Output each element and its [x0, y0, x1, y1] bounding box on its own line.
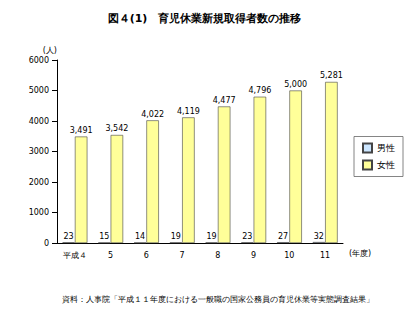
svg-text:32: 32 [314, 232, 324, 241]
svg-text:19: 19 [171, 232, 181, 241]
svg-text:平成４: 平成４ [63, 251, 87, 260]
svg-text:4000: 4000 [29, 117, 49, 126]
svg-text:男性: 男性 [377, 143, 395, 153]
svg-text:9: 9 [251, 251, 256, 260]
svg-text:14: 14 [135, 232, 145, 241]
svg-text:女性: 女性 [377, 160, 395, 170]
svg-text:4,796: 4,796 [248, 86, 271, 95]
svg-text:図４(1) 育児休業新規取得者数の推移: 図４(1) 育児休業新規取得者数の推移 [108, 12, 302, 25]
svg-text:6000: 6000 [29, 56, 49, 65]
svg-text:5: 5 [108, 251, 113, 260]
svg-text:7: 7 [180, 251, 185, 260]
svg-text:(年度): (年度) [349, 249, 371, 258]
svg-text:23: 23 [242, 232, 252, 241]
svg-text:3,542: 3,542 [105, 124, 128, 133]
svg-text:11: 11 [320, 251, 330, 260]
svg-text:0: 0 [44, 239, 49, 248]
svg-text:4,022: 4,022 [141, 110, 164, 119]
svg-text:8: 8 [215, 251, 220, 260]
svg-text:3,491: 3,491 [70, 126, 93, 135]
svg-text:3000: 3000 [29, 147, 49, 156]
svg-text:資料：人事院「平成１１年度における一般職の国家公務員の育児休: 資料：人事院「平成１１年度における一般職の国家公務員の育児休業等実態調査結果」 [62, 295, 374, 304]
svg-text:1000: 1000 [29, 208, 49, 217]
svg-text:23: 23 [64, 232, 74, 241]
svg-text:5,000: 5,000 [284, 80, 307, 89]
svg-text:19: 19 [207, 232, 217, 241]
svg-text:5,281: 5,281 [320, 71, 343, 80]
svg-text:(人): (人) [43, 46, 57, 55]
svg-text:4,477: 4,477 [213, 96, 236, 105]
svg-text:6: 6 [144, 251, 149, 260]
svg-text:4,119: 4,119 [177, 107, 200, 116]
svg-text:10: 10 [284, 251, 294, 260]
svg-text:2000: 2000 [29, 178, 49, 187]
svg-text:5000: 5000 [29, 86, 49, 95]
svg-text:27: 27 [278, 232, 288, 241]
svg-text:15: 15 [99, 232, 109, 241]
